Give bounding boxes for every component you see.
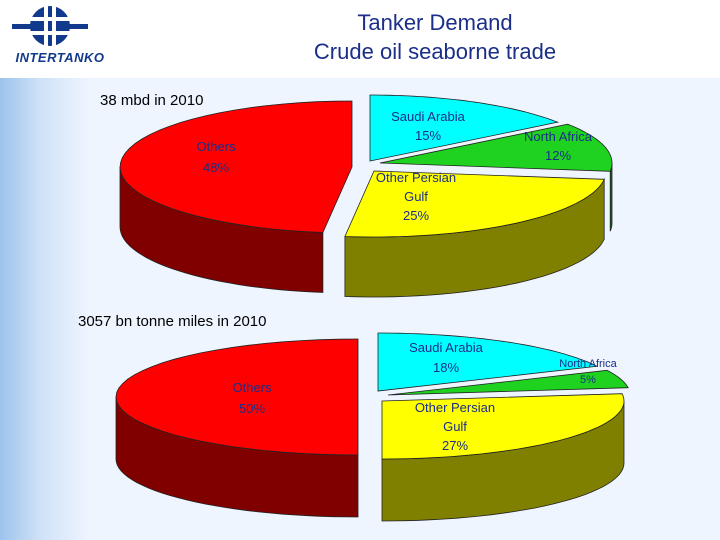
pie1-label-north-africa-name: North Africa xyxy=(524,129,593,144)
pie1-label-others-name: Others xyxy=(196,139,236,154)
pie1-side-north-africa xyxy=(609,163,613,232)
pie1-slice-saudi-arabia xyxy=(369,94,560,162)
pie1-slice-other-persian-gulf xyxy=(344,170,605,238)
pie2-label-saudi-arabia-name: Saudi Arabia xyxy=(409,340,483,355)
pie1-slice-north-africa xyxy=(379,123,613,172)
pie2-slice-others xyxy=(115,338,359,456)
pie2-label-saudi-arabia-value: 18% xyxy=(433,360,459,375)
pie1-label-others-value: 48% xyxy=(203,160,229,175)
pie2-title: 3057 bn tonne miles in 2010 xyxy=(78,313,266,330)
pie2-label-others-value: 50% xyxy=(239,401,265,416)
logo-text: INTERTANKO xyxy=(15,50,105,65)
pie2-label-north-africa-name: North Africa xyxy=(559,358,617,370)
pie2-label-other-persian-gulf-value: 27% xyxy=(442,438,468,453)
title-line-1: Tanker Demand xyxy=(357,10,513,35)
pie1-label-other-persian-gulf-name: Gulf xyxy=(404,189,428,204)
pie1-label-saudi-arabia-name: Saudi Arabia xyxy=(391,109,465,124)
pie2-slice-other-persian-gulf xyxy=(381,393,625,460)
title-line-2: Crude oil seaborne trade xyxy=(313,39,557,64)
logo: INTERTANKO xyxy=(0,0,120,78)
header-band xyxy=(0,0,720,78)
pie2-label-north-africa-value: 5% xyxy=(580,374,596,386)
pie1-label-other-persian-gulf-name: Other Persian xyxy=(376,170,456,185)
pie2-slice-north-africa xyxy=(387,369,629,396)
pie2-label-others-name: Others xyxy=(232,380,272,395)
pie1-label-north-africa-value: 12% xyxy=(545,148,571,163)
pie1-slice-others xyxy=(119,100,353,233)
pie1-title: 38 mbd in 2010 xyxy=(100,92,203,109)
pie2-slice-saudi-arabia xyxy=(377,332,599,392)
pie1-label-saudi-arabia-value: 15% xyxy=(415,128,441,143)
page-title: Tanker Demand Crude oil seaborne trade xyxy=(200,8,670,66)
pie2-label-other-persian-gulf-name: Gulf xyxy=(443,419,467,434)
pie2-label-other-persian-gulf-name: Other Persian xyxy=(415,400,495,415)
globe-icon xyxy=(12,6,88,46)
pie1-label-other-persian-gulf-value: 25% xyxy=(403,208,429,223)
